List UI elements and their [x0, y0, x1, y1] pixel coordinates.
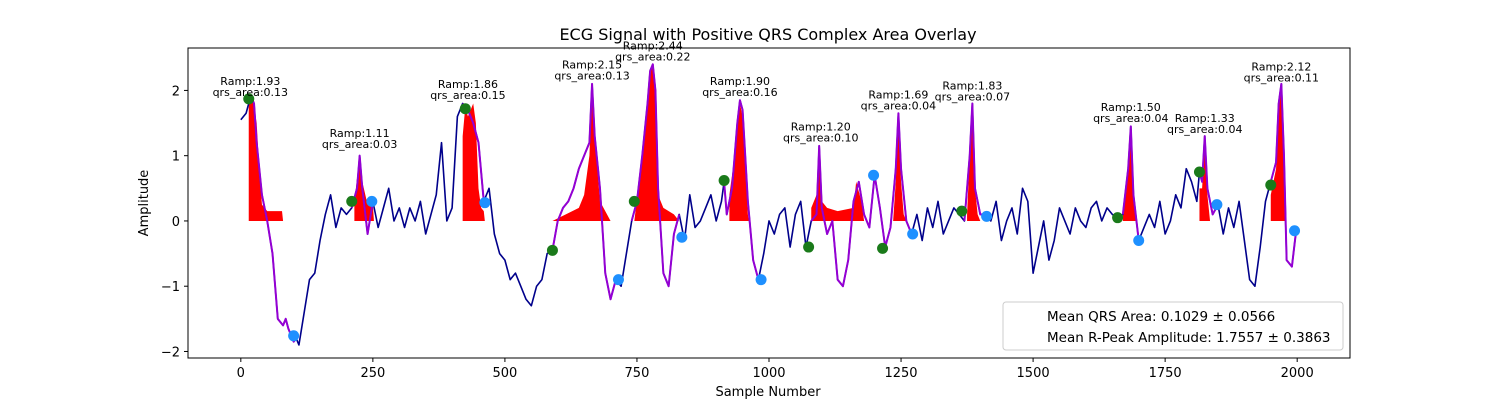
ramp-annotation-10: Ramp:1.33	[1175, 112, 1235, 125]
qrs-area-fill-2	[462, 103, 485, 221]
x-tick-label-4: 1000	[752, 366, 785, 381]
qrs-area-annotation-11: qrs_area:0.11	[1244, 72, 1319, 85]
qrs-area-annotation-5: qrs_area:0.16	[702, 86, 777, 99]
x-tick-label-7: 1750	[1149, 366, 1182, 381]
qrs-offset-marker-2	[479, 197, 491, 209]
qrs-area-annotation-1: qrs_area:0.03	[322, 138, 397, 151]
qrs-onset-marker-1	[346, 195, 358, 207]
x-axis-label: Sample Number	[715, 385, 821, 400]
qrs-offset-marker-1	[366, 195, 378, 207]
qrs-segment-7	[963, 102, 986, 222]
y-tick-label-0: −2	[161, 345, 180, 360]
ramp-annotation-1: Ramp:1.11	[330, 127, 390, 140]
qrs-onset-marker-6	[803, 241, 815, 253]
qrs-onset-marker-9	[1112, 212, 1124, 224]
qrs-offset-marker-7	[907, 228, 919, 240]
qrs-offset-marker-5	[755, 274, 767, 286]
ramp-annotation-5: Ramp:1.90	[710, 75, 770, 88]
qrs-onset-marker-4	[628, 195, 640, 207]
qrs-offset-marker-6	[868, 169, 880, 181]
x-tick-label-0: 0	[237, 366, 245, 381]
qrs-segment-5	[723, 99, 760, 280]
qrs-segment-1	[350, 154, 374, 235]
ramp-annotation-0: Ramp:1.93	[220, 75, 280, 88]
ramp-annotation-8: Ramp:1.83	[942, 80, 1002, 93]
qrs-area-annotation-6: qrs_area:0.10	[783, 132, 858, 145]
y-tick-label-3: 1	[172, 150, 180, 165]
qrs-area-fill-0	[248, 96, 284, 221]
qrs-offset-marker-10	[1211, 199, 1223, 211]
axes: 0 250 500 750 1000 1250 1500 1750 2000 −2 −1 0 1 2	[161, 47, 1351, 381]
qrs-offset-marker-3	[612, 274, 624, 286]
qrs-area-annotation-2: qrs_area:0.15	[430, 89, 505, 102]
ramp-annotation-7: Ramp:1.69	[868, 89, 928, 102]
qrs-segment-10	[1269, 82, 1298, 268]
qrs-onset-marker-11	[1265, 179, 1277, 191]
qrs-offset-marker-8	[981, 210, 993, 222]
qrs-area-fill-7	[893, 116, 907, 221]
qrs-onset-marker-0	[243, 93, 255, 105]
x-tick-label-2: 500	[492, 366, 517, 381]
x-tick-label-1: 250	[360, 366, 385, 381]
legend: Mean QRS Area: 0.1029 ± 0.0566 Mean R-Pea…	[1002, 301, 1344, 351]
qrs-onset-marker-2	[459, 103, 471, 115]
qrs-segment-8	[1121, 125, 1140, 241]
qrs-offset-marker-0	[288, 330, 300, 342]
qrs-offset-marker-9	[1133, 235, 1145, 247]
ramp-annotation-11: Ramp:2.12	[1251, 61, 1311, 74]
y-tick-label-4: 2	[172, 84, 180, 99]
qrs-area-annotation-10: qrs_area:0.04	[1167, 123, 1242, 136]
qrs-area-annotation-7: qrs_area:0.04	[861, 100, 936, 113]
qrs-area-fill-10	[1199, 139, 1211, 221]
ramp-annotation-3: Ramp:2.15	[562, 59, 622, 72]
qrs-onset-marker-5	[718, 174, 730, 186]
qrs-segment-9	[1198, 135, 1219, 216]
ramp-annotation-9: Ramp:1.50	[1101, 101, 1161, 114]
qrs-area-fill-3	[552, 87, 611, 221]
legend-box	[1002, 301, 1344, 351]
qrs-area-annotation-0: qrs_area:0.13	[213, 86, 288, 99]
qrs-area-annotation-8: qrs_area:0.07	[935, 91, 1010, 104]
legend-entry-1: Mean R-Peak Amplitude: 1.7557 ± 0.3863	[1047, 330, 1331, 346]
x-tick-label-3: 750	[625, 366, 650, 381]
ramp-annotation-2: Ramp:1.86	[438, 78, 498, 91]
plot-area: Ramp:1.93qrs_area:0.13Ramp:1.11qrs_area:…	[213, 40, 1319, 346]
legend-entry-0: Mean QRS Area: 0.1029 ± 0.0566	[1047, 309, 1275, 325]
qrs-onset-marker-10	[1193, 166, 1205, 178]
qrs-area-annotation-3: qrs_area:0.13	[554, 70, 629, 83]
ramp-annotation-4: Ramp:2.44	[623, 40, 683, 53]
qrs-segment-3	[551, 82, 617, 301]
qrs-segment-4	[630, 63, 681, 288]
qrs-area-fill-4	[634, 64, 680, 221]
qrs-offset-marker-4	[676, 231, 688, 243]
qrs-segment-6	[810, 112, 913, 288]
qrs-onset-marker-3	[546, 244, 558, 256]
qrs-area-annotation-9: qrs_area:0.04	[1093, 112, 1168, 125]
qrs-offset-marker-11	[1289, 225, 1301, 237]
qrs-area-fill-5	[729, 103, 749, 221]
chart-title: ECG Signal with Positive QRS Complex Are…	[559, 25, 976, 44]
x-tick-label-8: 2000	[1281, 366, 1314, 381]
qrs-area-annotation-4: qrs_area:0.22	[615, 51, 690, 64]
qrs-onset-marker-8	[956, 205, 968, 217]
qrs-onset-marker-7	[877, 242, 889, 254]
y-tick-label-2: 0	[172, 215, 180, 230]
y-tick-label-1: −1	[161, 280, 180, 295]
x-tick-label-6: 1500	[1017, 366, 1050, 381]
ramp-annotation-6: Ramp:1.20	[791, 121, 851, 134]
x-tick-label-5: 1250	[884, 366, 917, 381]
y-axis-label: Amplitude	[137, 170, 152, 237]
